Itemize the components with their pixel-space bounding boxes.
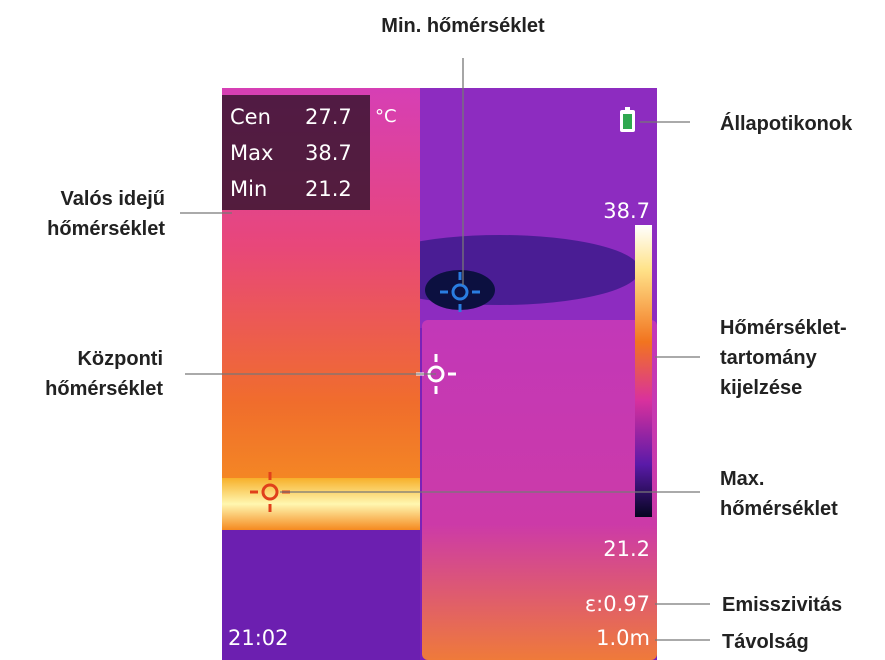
crosshair-min [440, 272, 480, 312]
callout: Min. hőmérséklet [381, 15, 545, 37]
reading-value: 27.7 [305, 105, 352, 129]
callout: hőmérséklet [47, 218, 165, 240]
reading-label: Cen [230, 105, 271, 129]
callout: Max. [720, 468, 764, 490]
readings: Cen 27.7 °C Max 38.7 Min 21.2 [230, 105, 397, 201]
callouts: Min. hőmérséklet Állapotikonok Valós ide… [45, 15, 853, 653]
distance: 1.0m [596, 626, 650, 650]
thermal-screen [222, 88, 657, 660]
emissivity: ε:0.97 [585, 592, 650, 616]
unit: °C [375, 106, 397, 127]
scale-min: 21.2 [603, 537, 650, 561]
callout: Távolság [722, 631, 809, 653]
callout: Emisszivitás [722, 594, 842, 616]
callout: Állapotikonok [720, 112, 853, 135]
battery-icon [620, 107, 635, 132]
callout: hőmérséklet [720, 498, 838, 520]
callout: hőmérséklet [45, 378, 163, 400]
scale-max: 38.7 [603, 199, 650, 223]
reading-value: 21.2 [305, 177, 352, 201]
callout: kijelzése [720, 377, 802, 399]
callout: Valós idejű [61, 188, 165, 210]
callout-lines [180, 58, 710, 641]
reading-value: 38.7 [305, 141, 352, 165]
reading-label: Min [230, 177, 267, 201]
time: 21:02 [228, 626, 289, 650]
callout: Központi [77, 348, 163, 370]
scale-bar [635, 225, 652, 517]
reading-label: Max [230, 141, 273, 165]
callout: tartomány [720, 347, 818, 369]
callout: Hőmérséklet- [720, 317, 847, 339]
